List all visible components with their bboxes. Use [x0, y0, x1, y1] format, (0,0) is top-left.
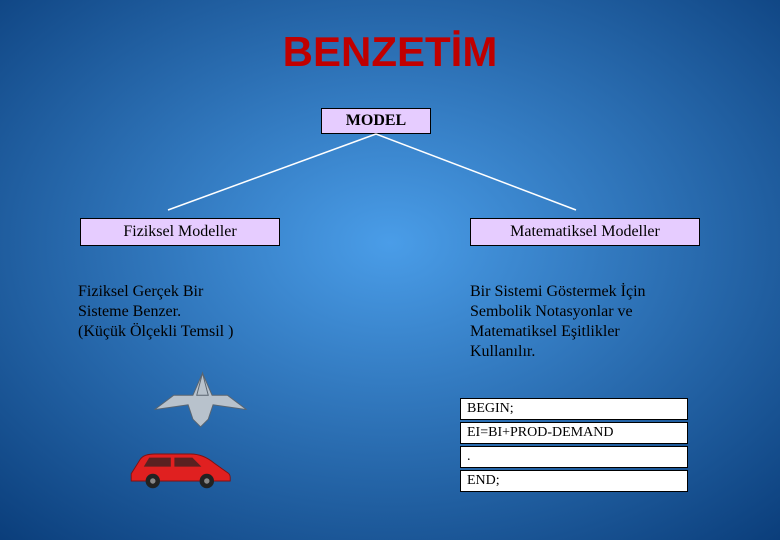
car-icon [118, 445, 238, 490]
slide-content: BENZETİM MODEL Fiziksel Modeller Matemat… [0, 0, 780, 540]
jet-icon [145, 370, 260, 430]
connector-lines [0, 0, 780, 540]
